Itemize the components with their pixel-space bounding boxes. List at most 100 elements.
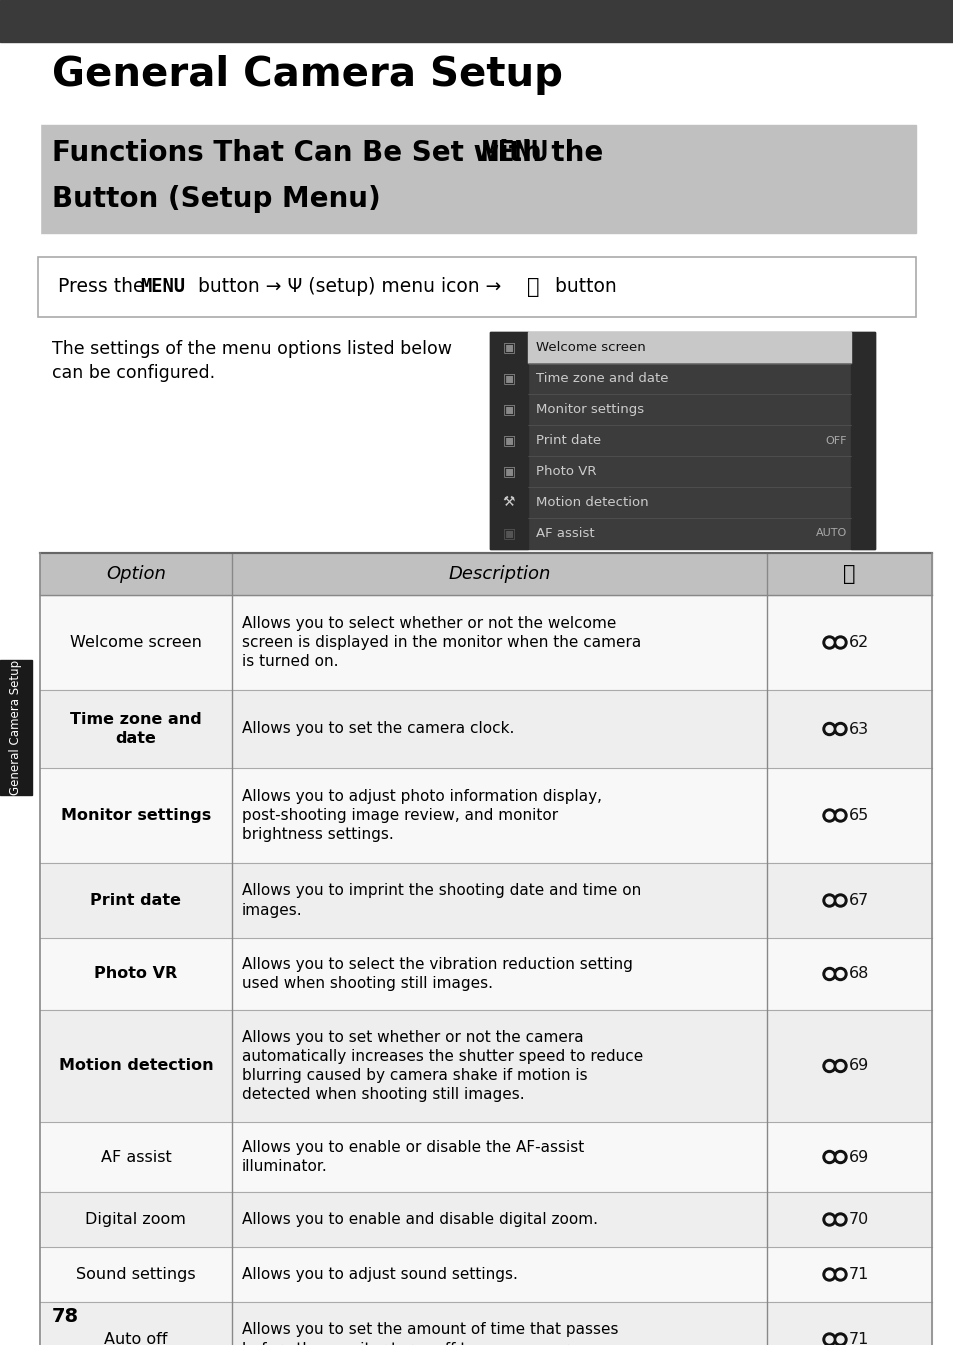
Bar: [40, 594, 931, 690]
Text: OFF: OFF: [824, 436, 846, 445]
Text: Welcome screen: Welcome screen: [536, 342, 645, 354]
Text: Press the: Press the: [58, 277, 151, 296]
Bar: [38, 125, 915, 233]
Text: AF assist: AF assist: [100, 1150, 172, 1165]
Text: Motion detection: Motion detection: [536, 496, 648, 508]
Circle shape: [836, 725, 843, 733]
Text: AF assist: AF assist: [536, 527, 594, 539]
Circle shape: [825, 639, 832, 646]
Circle shape: [833, 1150, 846, 1163]
Text: Description: Description: [448, 565, 550, 582]
Circle shape: [822, 967, 835, 981]
Circle shape: [833, 808, 846, 822]
Bar: [40, 1247, 931, 1302]
Text: Allows you to adjust photo information display,
post-shooting image review, and : Allows you to adjust photo information d…: [241, 788, 601, 842]
Text: ▣: ▣: [502, 464, 515, 479]
Text: Monitor settings: Monitor settings: [61, 808, 211, 823]
Text: The settings of the menu options listed below: The settings of the menu options listed …: [52, 340, 452, 358]
Circle shape: [836, 1154, 843, 1161]
Text: 69: 69: [847, 1150, 868, 1165]
Circle shape: [825, 1336, 832, 1344]
Circle shape: [822, 722, 835, 736]
Circle shape: [836, 971, 843, 978]
Circle shape: [833, 967, 846, 981]
Bar: [40, 937, 931, 1010]
Circle shape: [836, 1271, 843, 1278]
Bar: [850, 332, 874, 549]
Text: 67: 67: [847, 893, 868, 908]
Circle shape: [836, 812, 843, 819]
Circle shape: [833, 1333, 846, 1345]
Circle shape: [825, 1154, 832, 1161]
Circle shape: [822, 1213, 835, 1227]
Circle shape: [825, 1271, 832, 1278]
Circle shape: [836, 639, 843, 646]
Text: ▣: ▣: [502, 371, 515, 386]
Circle shape: [822, 1333, 835, 1345]
Text: ▣: ▣: [502, 433, 515, 448]
Bar: [40, 1192, 931, 1247]
Text: ⚒: ⚒: [502, 495, 515, 510]
Text: 78: 78: [52, 1307, 79, 1326]
Bar: [40, 1010, 931, 1122]
Text: General Camera Setup: General Camera Setup: [10, 660, 23, 795]
Circle shape: [825, 971, 832, 978]
Text: Allows you to set the camera clock.: Allows you to set the camera clock.: [241, 721, 514, 737]
Text: Time zone and date: Time zone and date: [536, 373, 668, 385]
Text: Time zone and
date: Time zone and date: [70, 712, 201, 746]
Circle shape: [822, 894, 835, 907]
Circle shape: [836, 897, 843, 904]
Bar: [40, 690, 931, 768]
Circle shape: [822, 808, 835, 822]
Text: Photo VR: Photo VR: [536, 465, 596, 477]
Text: Button (Setup Menu): Button (Setup Menu): [52, 186, 380, 213]
Text: Motion detection: Motion detection: [58, 1059, 213, 1073]
Text: Photo VR: Photo VR: [94, 967, 177, 982]
Circle shape: [836, 1063, 843, 1069]
Circle shape: [833, 1213, 846, 1227]
Text: Allows you to enable and disable digital zoom.: Allows you to enable and disable digital…: [241, 1212, 598, 1227]
Text: 📖: 📖: [842, 564, 855, 584]
Text: Allows you to adjust sound settings.: Allows you to adjust sound settings.: [241, 1267, 517, 1282]
Circle shape: [833, 894, 846, 907]
Circle shape: [822, 1268, 835, 1280]
Text: Allows you to select whether or not the welcome
screen is displayed in the monit: Allows you to select whether or not the …: [241, 616, 640, 670]
Text: Print date: Print date: [91, 893, 181, 908]
Text: Monitor settings: Monitor settings: [536, 404, 643, 416]
Text: 71: 71: [847, 1332, 868, 1345]
Text: 68: 68: [847, 967, 868, 982]
Bar: [527, 332, 850, 363]
Text: 71: 71: [847, 1267, 868, 1282]
Text: button: button: [548, 277, 616, 296]
Circle shape: [836, 1336, 843, 1344]
Text: MENU: MENU: [140, 277, 185, 296]
Bar: [40, 1302, 931, 1345]
Bar: [0, 0, 953, 42]
Bar: [40, 553, 931, 594]
Text: Allows you to imprint the shooting date and time on
images.: Allows you to imprint the shooting date …: [241, 884, 640, 917]
Bar: [490, 332, 527, 549]
Text: Allows you to set the amount of time that passes
before the monitor turns off to: Allows you to set the amount of time tha…: [241, 1322, 618, 1345]
Bar: [40, 863, 931, 937]
Circle shape: [825, 725, 832, 733]
Text: can be configured.: can be configured.: [52, 364, 214, 382]
Text: button → Ψ (setup) menu icon →: button → Ψ (setup) menu icon →: [192, 277, 507, 296]
Circle shape: [825, 897, 832, 904]
Circle shape: [825, 1216, 832, 1223]
Text: 65: 65: [847, 808, 868, 823]
Bar: [0, 660, 32, 795]
Text: Option: Option: [106, 565, 166, 582]
Circle shape: [836, 1216, 843, 1223]
Bar: [40, 768, 931, 863]
Circle shape: [833, 636, 846, 650]
Text: ▣: ▣: [502, 340, 515, 355]
Text: Sound settings: Sound settings: [76, 1267, 195, 1282]
Text: Digital zoom: Digital zoom: [86, 1212, 186, 1227]
Circle shape: [822, 636, 835, 650]
Circle shape: [833, 1268, 846, 1280]
Text: Allows you to select the vibration reduction setting
used when shooting still im: Allows you to select the vibration reduc…: [241, 956, 632, 991]
Circle shape: [822, 1060, 835, 1072]
Text: ▣: ▣: [502, 526, 515, 541]
Text: Print date: Print date: [536, 434, 600, 447]
Text: 62: 62: [847, 635, 868, 650]
